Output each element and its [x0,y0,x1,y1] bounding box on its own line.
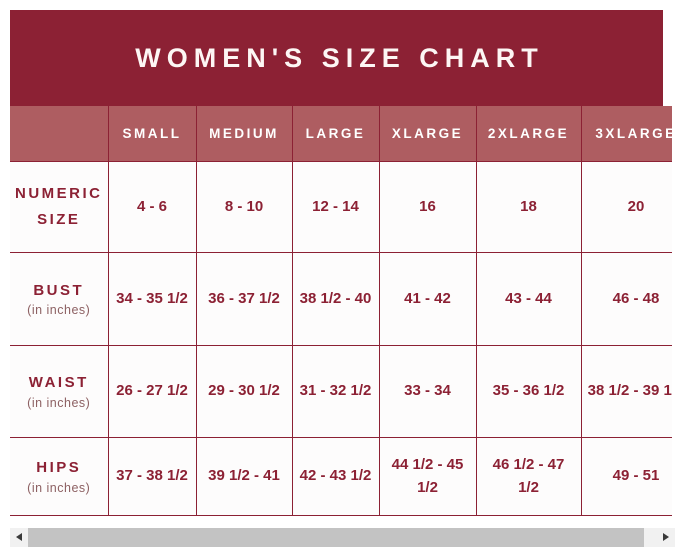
row-label-text: NUMERIC SIZE [15,185,103,228]
cell-value: 12 - 14 [291,160,380,253]
row-label-sublabel: (in inches) [27,395,91,410]
cell-value: 43 - 44 [475,251,582,346]
column-header-medium: MEDIUM [195,106,293,162]
cell-value: 4 - 6 [107,160,197,253]
column-header-xlarge: XLARGE [378,106,477,162]
row-label-sublabel: (in inches) [27,480,91,495]
row-label-waist: WAIST (in inches) [10,344,109,438]
cell-value: 37 - 38 1/2 [107,436,197,516]
horizontal-scrollbar[interactable] [10,527,675,547]
table-row-numeric-size: NUMERIC SIZE 4 - 6 8 - 10 12 - 14 16 18 … [10,160,672,253]
cell-value: 39 1/2 - 41 [195,436,293,516]
cell-value: 33 - 34 [378,344,477,438]
cell-value: 16 [378,160,477,253]
cell-value: 46 - 48 [580,251,672,346]
cell-value: 46 1/2 - 47 1/2 [475,436,582,516]
row-label-text: BUST [33,281,85,299]
scroll-left-button[interactable] [10,527,28,547]
table-row-hips: HIPS (in inches) 37 - 38 1/2 39 1/2 - 41… [10,436,672,516]
scroll-left-icon [16,533,22,541]
cell-value: 42 - 43 1/2 [291,436,380,516]
scroll-right-button[interactable] [657,527,675,547]
corner-cell [10,106,109,162]
cell-value: 41 - 42 [378,251,477,346]
cell-value: 36 - 37 1/2 [195,251,293,346]
row-label-hips: HIPS (in inches) [10,436,109,516]
cell-value: 38 1/2 - 40 [291,251,380,346]
cell-value: 38 1/2 - 39 1/2 [580,344,672,438]
cell-value: 8 - 10 [195,160,293,253]
scrollbar-thumb[interactable] [28,527,645,547]
cell-value: 20 [580,160,672,253]
column-header-3xlarge: 3XLARGE [580,106,672,162]
row-label-text: WAIST [28,374,89,392]
table-row-bust: BUST (in inches) 34 - 35 1/2 36 - 37 1/2… [10,251,672,346]
cell-value: 29 - 30 1/2 [195,344,293,438]
cell-value: 44 1/2 - 45 1/2 [378,436,477,516]
cell-value: 35 - 36 1/2 [475,344,582,438]
table-viewport: WOMEN'S SIZE CHART SMALL MEDIUM LARGE XL… [10,10,672,516]
column-header-row: SMALL MEDIUM LARGE XLARGE 2XLARGE 3XLARG… [10,106,672,162]
cell-value: 26 - 27 1/2 [107,344,197,438]
cell-value: 18 [475,160,582,253]
size-chart-table: SMALL MEDIUM LARGE XLARGE 2XLARGE 3XLARG… [10,106,672,516]
column-header-2xlarge: 2XLARGE [475,106,582,162]
page-title: WOMEN'S SIZE CHART [135,42,544,73]
row-label-bust: BUST (in inches) [10,251,109,346]
chart-title-banner: WOMEN'S SIZE CHART [10,10,663,106]
column-header-small: SMALL [107,106,197,162]
table-row-waist: WAIST (in inches) 26 - 27 1/2 29 - 30 1/… [10,344,672,438]
cell-value: 49 - 51 [580,436,672,516]
row-label-text: HIPS [36,459,82,477]
cell-value: 34 - 35 1/2 [107,251,197,346]
size-chart-page: WOMEN'S SIZE CHART SMALL MEDIUM LARGE XL… [10,10,675,547]
row-label-sublabel: (in inches) [27,303,91,318]
row-label-numeric-size: NUMERIC SIZE [10,160,109,253]
cell-value: 31 - 32 1/2 [291,344,380,438]
scroll-right-icon [663,533,669,541]
column-header-large: LARGE [291,106,380,162]
scrollbar-track[interactable] [28,527,657,547]
